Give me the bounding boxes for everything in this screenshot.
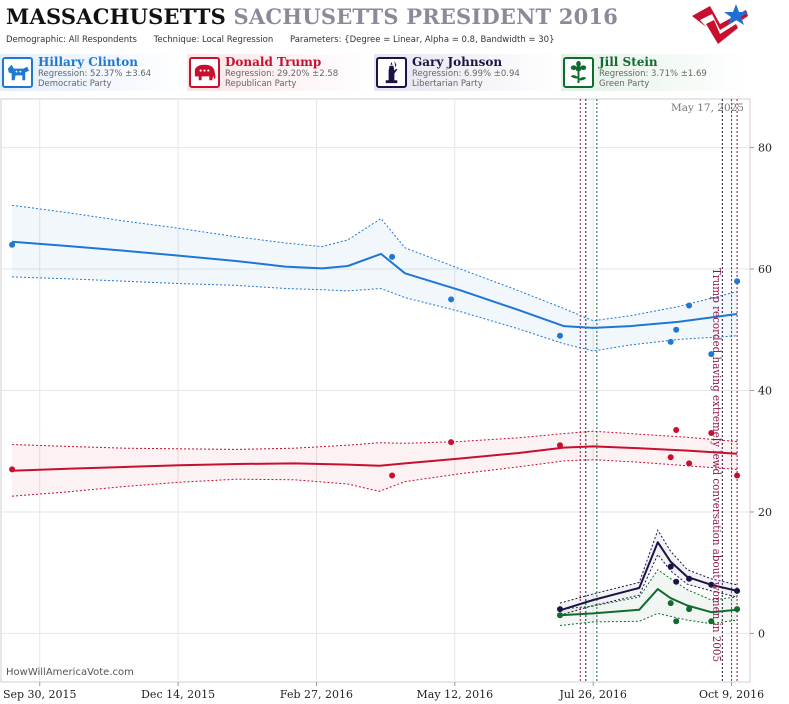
poll-point-clinton	[9, 241, 16, 248]
trend-line-johnson	[559, 541, 738, 612]
site-watermark: HowWillAmericaVote.com	[6, 667, 134, 678]
poll-point-johnson	[557, 606, 563, 613]
candidate-party: Democratic Party	[38, 79, 112, 89]
trend-line-stein	[559, 588, 738, 617]
band-fill-trump	[12, 431, 738, 497]
poll-point-johnson	[673, 578, 680, 585]
lower-bound-clinton	[12, 276, 738, 352]
title-race: SACHUSETTS PRESIDENT 2016	[233, 4, 619, 29]
poll-point-clinton	[734, 278, 741, 285]
candidate-regression: Regression: 52.37% ±3.64	[38, 69, 152, 79]
candidate-regression: Regression: 29.20% ±2.58	[225, 69, 339, 79]
x-tick-label: Oct 9, 2016	[699, 688, 764, 701]
trend-line-clinton	[12, 240, 738, 329]
y-tick-label: 20	[758, 506, 772, 519]
candidate-card-stein: Jill Stein Regression: 3.71% ±1.69 Green…	[561, 54, 747, 91]
flower-icon	[563, 57, 594, 88]
candidate-name: Hillary Clinton	[38, 55, 138, 69]
poll-point-johnson	[734, 587, 741, 594]
upper-bound-trump	[12, 430, 738, 450]
event-lines	[579, 99, 738, 682]
poll-point-stein	[557, 612, 563, 619]
x-tick-label: Jul 26, 2016	[558, 688, 627, 701]
poll-point-trump	[708, 430, 715, 436]
poll-point-trump	[667, 454, 674, 461]
candidate-cards: Hillary Clinton Regression: 52.37% ±3.64…	[0, 54, 789, 92]
event-annotation: Trump recorded having extremely lewd con…	[710, 268, 723, 662]
x-tick-label: Sep 30, 2015	[3, 688, 77, 701]
page-title: MASSACHUSETTS SACHUSETTS PRESIDENT 2016	[6, 4, 618, 34]
upper-bound-johnson	[559, 529, 738, 604]
candidate-party: Republican Party	[225, 79, 297, 89]
poll-point-stein	[673, 618, 680, 625]
poll-point-trump	[734, 472, 741, 479]
candidate-regression: Regression: 6.99% ±0.94	[412, 69, 520, 79]
candidate-card-trump: Donald Trump Regression: 29.20% ±2.58 Re…	[187, 54, 373, 91]
elephant-icon	[189, 57, 220, 88]
poll-point-trump	[686, 460, 693, 467]
y-tick-label: 80	[758, 142, 772, 155]
donkey-icon	[2, 57, 33, 88]
band-fill-clinton	[12, 205, 738, 351]
trend-lines	[12, 240, 738, 617]
poll-point-clinton	[448, 296, 455, 303]
upper-bound-stein	[559, 568, 738, 610]
poll-point-clinton	[389, 253, 396, 260]
lower-bound-stein	[559, 612, 738, 626]
candidate-name: Donald Trump	[225, 55, 322, 69]
poll-point-johnson	[667, 563, 674, 570]
demographic-value: All Respondents	[68, 35, 137, 45]
parameters-label: Parameters:	[289, 35, 342, 45]
candidate-card-clinton: Hillary Clinton Regression: 52.37% ±3.64…	[0, 54, 186, 91]
poll-point-stein	[667, 600, 674, 607]
y-tick-label: 60	[758, 263, 772, 276]
parameters-bar: Demographic: All Respondents Technique: …	[6, 35, 554, 45]
x-tick-label: May 12, 2016	[417, 688, 494, 701]
title-state: MASSACHUSETTS	[6, 4, 227, 29]
poll-point-trump	[673, 427, 680, 433]
poll-points	[9, 241, 741, 625]
poll-point-stein	[686, 606, 693, 613]
candidate-name: Gary Johnson	[412, 55, 503, 69]
poll-point-trump	[557, 442, 563, 449]
technique-label: Technique:	[153, 35, 200, 45]
trend-line-trump	[12, 445, 738, 472]
poll-point-johnson	[686, 575, 693, 582]
poll-point-johnson	[708, 581, 715, 588]
poll-point-trump	[9, 466, 16, 473]
technique-value: Local Regression	[202, 35, 274, 45]
x-axis: Sep 30, 2015 Dec 14, 2015 Feb 27, 2016 May …	[3, 682, 764, 701]
candidate-regression: Regression: 3.71% ±1.69	[599, 69, 707, 79]
y-tick-label: 0	[758, 627, 765, 640]
y-tick-label: 40	[758, 385, 772, 398]
band-fill-johnson	[560, 530, 738, 616]
date-stamp: May 17, 2025	[671, 102, 744, 114]
candidate-party: Libertarian Party	[412, 79, 483, 89]
y-axis: 0 20 40 60 80	[750, 142, 772, 640]
lower-bound-trump	[12, 459, 738, 497]
x-tick-label: Dec 14, 2015	[141, 688, 215, 701]
poll-point-trump	[389, 472, 396, 479]
poll-point-clinton	[667, 338, 674, 345]
parameters-value: {Degree = Linear, Alpha = 0.8, Bandwidth…	[344, 35, 555, 45]
candidate-card-johnson: Gary Johnson Regression: 6.99% ±0.94 Lib…	[374, 54, 560, 91]
demographic-label: Demographic:	[6, 35, 67, 45]
poll-point-stein	[734, 606, 741, 613]
poll-point-trump	[448, 439, 455, 446]
poll-point-clinton	[673, 326, 680, 333]
x-tick-label: Feb 27, 2016	[280, 688, 353, 701]
poll-point-clinton	[708, 351, 715, 358]
poll-point-clinton	[686, 302, 693, 309]
site-logo-icon	[692, 4, 748, 44]
lower-bound-johnson	[559, 553, 738, 616]
liberty-statue-icon	[376, 57, 407, 88]
candidate-party: Green Party	[599, 79, 650, 89]
poll-point-clinton	[557, 332, 563, 339]
candidate-name: Jill Stein	[599, 55, 658, 69]
poll-point-stein	[708, 618, 715, 625]
